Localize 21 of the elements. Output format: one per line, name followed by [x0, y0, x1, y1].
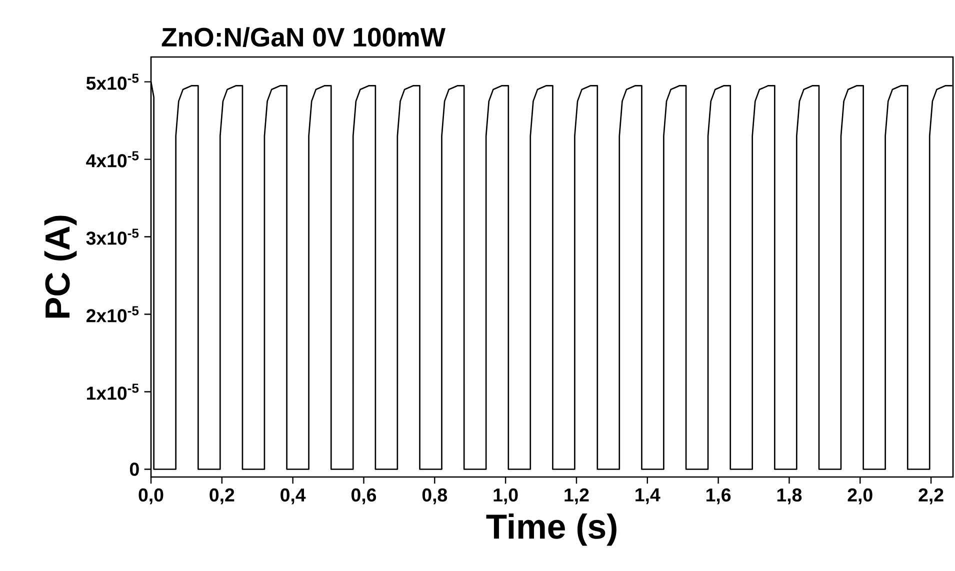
- y-tick-label: 2x10$^{-5}$: [86, 306, 139, 322]
- y-tick-label: 1x10$^{-5}$: [86, 384, 139, 400]
- x-tick-label: 0,4: [280, 488, 306, 504]
- x-tick-label: 1,4: [636, 488, 660, 504]
- y-axis-title: PC (A): [44, 216, 77, 318]
- y-tick-label: 4x10$^{-5}$: [86, 151, 139, 168]
- x-tick-label: 1,8: [777, 488, 802, 504]
- x-tick-label: 0,6: [351, 488, 376, 504]
- x-axis-title: Time (s): [486, 513, 616, 546]
- y-tick-label: 3x10$^{-5}$: [86, 228, 139, 245]
- chart-title: ZnO:N/GaN 0V 100mW: [162, 27, 446, 47]
- x-tick-label: 0,8: [422, 488, 448, 504]
- y-tick-label: 5x10$^{-5}$: [86, 74, 139, 90]
- y-tick-label: 0: [130, 462, 139, 476]
- x-tick-label: 0,0: [138, 488, 164, 504]
- x-tick-label: 2,0: [848, 488, 872, 504]
- x-tick-label: 0,2: [210, 488, 234, 504]
- x-tick-label: 2,2: [918, 488, 944, 504]
- x-tick-label: 1,2: [564, 488, 589, 504]
- x-tick-label: 1,6: [706, 488, 731, 504]
- x-tick-label: 1,0: [494, 488, 518, 504]
